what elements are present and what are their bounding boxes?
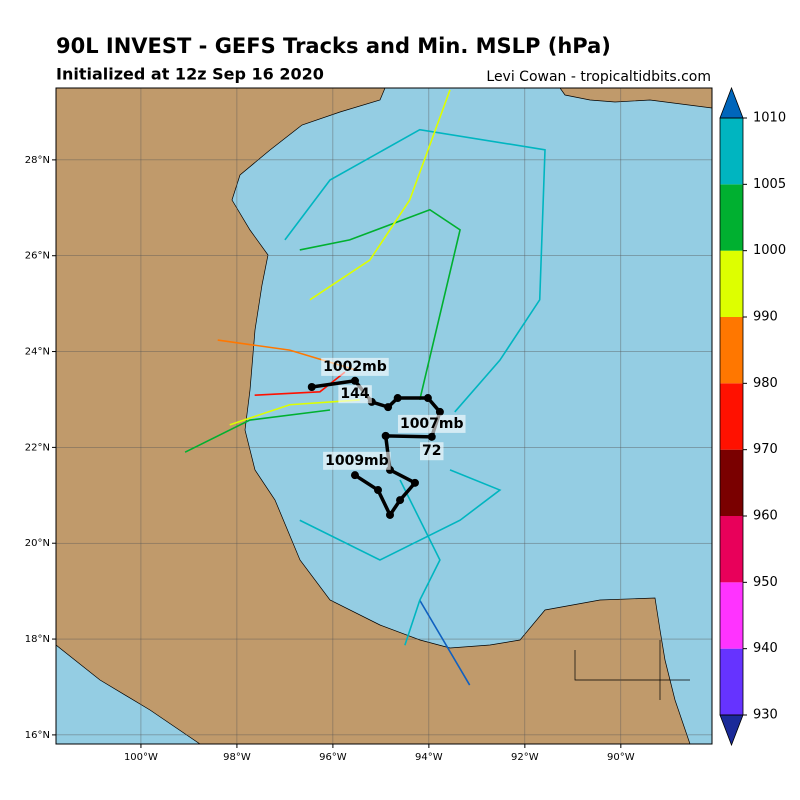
annotation: 72 — [422, 443, 441, 459]
colorbar-segment — [720, 250, 743, 317]
lon-tick-label: 90°W — [607, 752, 635, 763]
colorbar-segment — [720, 118, 743, 185]
colorbar-extend-high — [719, 86, 744, 119]
mean-track-point — [384, 403, 393, 412]
track — [184, 409, 331, 453]
grid: 100°W 98°W 96°W 94°W 92°W 90°W 16°N 18°N 20°N 22°… — [25, 88, 712, 763]
mean-track-point — [385, 510, 394, 519]
lon-tick-label: 98°W — [223, 752, 251, 763]
colorbar-tick-label: 1000 — [753, 243, 786, 258]
track — [229, 399, 360, 426]
colorbar-tick-label: 1010 — [753, 111, 786, 126]
credit: Levi Cowan - tropicaltidbits.com — [486, 69, 711, 85]
colorbar-segment — [720, 383, 743, 450]
track — [299, 208, 461, 401]
annotation-box — [321, 357, 389, 376]
land — [559, 88, 712, 109]
annotation: 144 — [340, 386, 369, 402]
subtitle: Initialized at 12z Sep 16 2020 — [56, 65, 324, 84]
mean-track-point — [435, 407, 444, 416]
lat-tick-label: 26°N — [25, 251, 50, 262]
colorbar-tick-label: 940 — [753, 641, 778, 656]
map-area — [56, 88, 712, 744]
title: 90L INVEST - GEFS Tracks and Min. MSLP (… — [56, 34, 611, 58]
colorbar-segment — [720, 449, 743, 516]
lat-tick-label: 18°N — [25, 634, 50, 645]
border — [574, 640, 690, 700]
annotation-box — [397, 414, 466, 433]
lon-tick-label: 92°W — [511, 752, 539, 763]
colorbar-tick-label: 930 — [753, 708, 778, 723]
track — [254, 371, 346, 396]
annotation: 1009mb — [325, 453, 389, 469]
mean-track-point — [427, 432, 436, 441]
mean-track-point — [393, 394, 402, 403]
track — [399, 479, 441, 646]
mean-track-point — [410, 478, 419, 487]
colorbar-tick-label: 950 — [753, 575, 778, 590]
colorbar-segment — [720, 317, 743, 384]
land — [56, 88, 691, 744]
colorbar-extend-low — [719, 714, 744, 747]
colorbar-segment — [720, 184, 743, 251]
lat-tick-label: 24°N — [25, 347, 50, 358]
colorbar-segment — [720, 582, 743, 649]
mean-track-point — [350, 471, 359, 480]
mean-track-point — [423, 394, 432, 403]
colorbar-segment — [720, 648, 743, 715]
mean-track-point — [396, 496, 405, 505]
colorbar-frame — [719, 117, 744, 716]
annotation-box — [420, 442, 444, 461]
colorbar-tick-label: 960 — [753, 509, 778, 524]
annotation-box — [338, 385, 372, 404]
track — [299, 469, 502, 561]
lon-tick-label: 94°W — [415, 752, 443, 763]
annotation: 1007mb — [400, 416, 464, 432]
track — [419, 599, 471, 686]
mean-track-point — [307, 383, 316, 392]
colorbar-tick-label: 1005 — [753, 177, 786, 192]
map-frame — [55, 87, 713, 745]
colorbar-tick-label: 970 — [753, 442, 778, 457]
colorbar-segment — [720, 516, 743, 583]
lat-tick-label: 20°N — [25, 538, 50, 549]
colorbar-tick-label: 980 — [753, 376, 778, 391]
mean-track-point — [374, 486, 383, 495]
mean-track-point — [350, 376, 359, 385]
mean-track-point — [381, 431, 390, 440]
lon-tick-label: 100°W — [124, 752, 158, 763]
annotation: 1002mb — [323, 359, 387, 375]
track — [309, 89, 451, 301]
lat-tick-label: 22°N — [25, 442, 50, 453]
annotation-box — [323, 451, 391, 470]
tracks: 1002mb 144 1007mb 72 1009mb — [184, 89, 546, 686]
colorbar-tick-label: 990 — [753, 310, 778, 325]
colorbar: 930 940 950 960 970 980 990 1000 1005 1010 — [719, 86, 786, 747]
track — [284, 128, 546, 413]
lat-tick-label: 28°N — [25, 155, 50, 166]
lon-tick-label: 96°W — [319, 752, 347, 763]
lat-tick-label: 16°N — [25, 730, 50, 741]
